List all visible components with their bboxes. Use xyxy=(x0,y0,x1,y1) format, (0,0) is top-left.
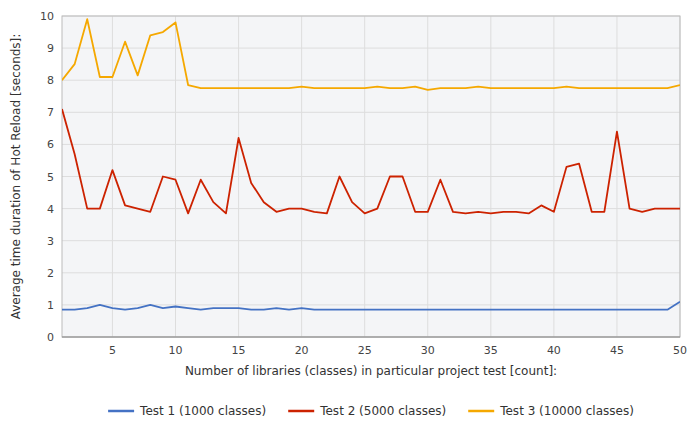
y-tick-label: 7 xyxy=(47,106,54,119)
y-grid-line xyxy=(62,240,680,241)
y-tick-label: 1 xyxy=(47,299,54,312)
y-tick-label: 2 xyxy=(47,267,54,280)
y-grid-line xyxy=(62,112,680,113)
legend-label: Test 1 (1000 classes) xyxy=(139,404,266,418)
legend-item: Test 3 (10000 classes) xyxy=(468,404,634,418)
y-grid-line xyxy=(62,80,680,81)
plot-frame xyxy=(62,16,680,337)
y-grid-line xyxy=(62,144,680,145)
x-tick-label: 50 xyxy=(673,344,687,357)
y-tick-label: 10 xyxy=(40,10,54,23)
legend-swatch xyxy=(468,410,494,413)
legend-item: Test 1 (1000 classes) xyxy=(108,404,266,418)
y-grid-line xyxy=(62,337,680,338)
x-axis-label: Number of libraries (classes) in particu… xyxy=(185,364,557,378)
ticks: 0123456789105101520253035404550 xyxy=(40,10,687,357)
series-line xyxy=(62,302,680,310)
plot-area xyxy=(62,16,680,337)
x-grid-line xyxy=(616,16,617,337)
x-grid-line xyxy=(490,16,491,337)
x-tick-label: 40 xyxy=(547,344,561,357)
x-grid-line xyxy=(301,16,302,337)
series-line xyxy=(62,109,680,213)
x-tick-label: 10 xyxy=(169,344,183,357)
y-axis-label: Average time duration of Hot Reload [sec… xyxy=(9,34,23,320)
y-tick-label: 5 xyxy=(47,171,54,184)
legend-label: Test 2 (5000 classes) xyxy=(319,404,446,418)
y-tick-label: 9 xyxy=(47,42,54,55)
x-grid-line xyxy=(112,16,113,337)
series-lines xyxy=(62,19,680,310)
y-tick-label: 3 xyxy=(47,235,54,248)
x-grid-line xyxy=(364,16,365,337)
y-grid-line xyxy=(62,272,680,273)
x-grid-line xyxy=(553,16,554,337)
legend-item: Test 2 (5000 classes) xyxy=(288,404,446,418)
y-tick-label: 4 xyxy=(47,203,54,216)
legend: Test 1 (1000 classes) Test 2 (5000 classe… xyxy=(108,404,634,418)
legend-label: Test 3 (10000 classes) xyxy=(499,404,634,418)
x-grid-line xyxy=(427,16,428,337)
series-line xyxy=(62,19,680,90)
x-tick-label: 45 xyxy=(610,344,624,357)
y-tick-label: 0 xyxy=(47,331,54,344)
x-tick-label: 15 xyxy=(232,344,246,357)
x-tick-label: 35 xyxy=(484,344,498,357)
x-tick-label: 5 xyxy=(109,344,116,357)
y-grid-line xyxy=(62,176,680,177)
x-axis-line xyxy=(62,337,680,338)
chart: 0123456789105101520253035404550Number of… xyxy=(0,0,700,433)
x-grid-line xyxy=(238,16,239,337)
x-tick-label: 25 xyxy=(358,344,372,357)
x-tick-label: 30 xyxy=(421,344,435,357)
x-tick-label: 20 xyxy=(295,344,309,357)
grid xyxy=(62,16,680,337)
legend-swatch xyxy=(288,410,314,413)
y-grid-line xyxy=(62,48,680,49)
y-tick-label: 6 xyxy=(47,138,54,151)
y-tick-label: 8 xyxy=(47,74,54,87)
y-grid-line xyxy=(62,208,680,209)
legend-swatch xyxy=(108,410,134,413)
x-grid-line xyxy=(175,16,176,337)
